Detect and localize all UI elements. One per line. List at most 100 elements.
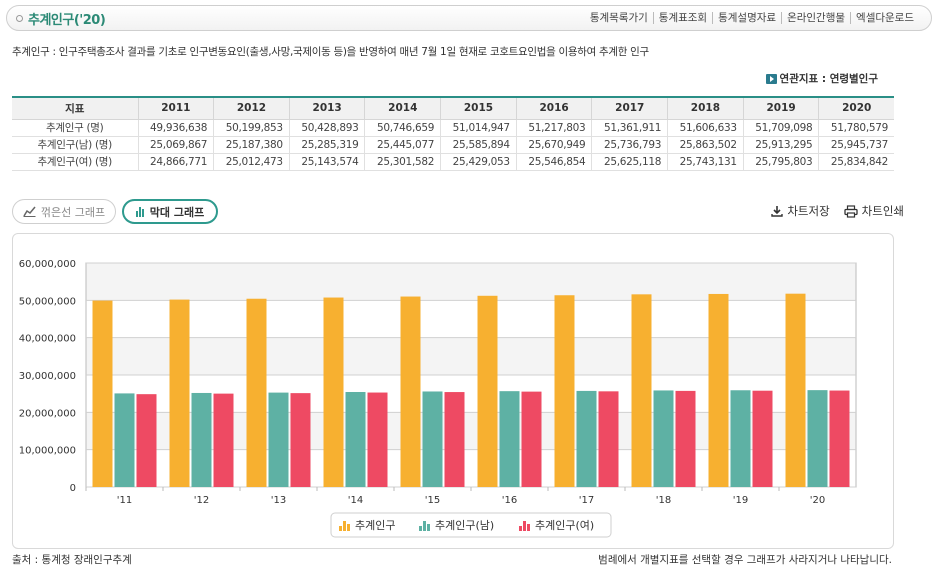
nav-online-publication[interactable]: 온라인간행물: [781, 12, 850, 24]
bar: [752, 390, 773, 487]
legend-bar-icon: [527, 524, 530, 531]
bar: [345, 392, 366, 487]
table-cell: 25,795,803: [742, 152, 820, 171]
table-row: 추계인구(남) (명) 25,069,867 25,187,380 25,285…: [12, 135, 894, 154]
bar-chart-icon: [135, 206, 145, 217]
col-header-year: 2012: [213, 97, 290, 120]
legend-label: 추계인구(여): [535, 519, 594, 532]
col-header-year: 2016: [515, 97, 593, 120]
x-tick-label: '17: [579, 495, 594, 506]
col-header-year: 2020: [818, 97, 894, 120]
play-icon: [765, 73, 777, 84]
bar: [829, 390, 850, 487]
data-table: 지표 2011 2012 2013 2014 2015 2016 2017 20…: [12, 96, 894, 171]
table-cell: 25,863,502: [667, 135, 744, 154]
legend-label: 추계인구(남): [435, 519, 494, 532]
bar: [444, 392, 465, 487]
nav-table-view[interactable]: 통계표조회: [652, 12, 712, 24]
related-indicator-label: 연관지표 : 연령별인구: [779, 73, 878, 85]
legend-box: [330, 512, 612, 538]
table-cell: 51,361,911: [591, 118, 669, 137]
bar: [213, 393, 234, 487]
bar-graph-toggle[interactable]: 막대 그래프: [122, 199, 218, 224]
nav-stat-list[interactable]: 통계목록가기: [589, 12, 648, 24]
bar: [323, 297, 344, 487]
chart-print-button[interactable]: 차트인쇄: [844, 203, 904, 219]
bar: [290, 393, 311, 487]
table-cell: 51,606,633: [667, 118, 744, 137]
bar: [367, 392, 388, 487]
legend-hint-note: 범례에서 개별지표를 선택할 경우 그래프가 사라지거나 나타납니다.: [598, 554, 892, 566]
bar-graph-label: 막대 그래프: [149, 205, 205, 219]
table-cell: 50,428,893: [288, 118, 366, 137]
chart-container: 0 10,000,000 20,000,000 30,000,000 40,000,00…: [12, 233, 894, 549]
col-header-year: 2017: [591, 97, 669, 120]
download-icon: [771, 206, 784, 217]
table-row: 추계인구(여) (명) 24,866,771 25,012,473 25,143…: [12, 152, 894, 171]
top-nav: 통계목록가기 통계표조회 통계설명자료 온라인간행물 엑셀다운로드: [585, 12, 919, 24]
x-tick-label: '14: [348, 495, 363, 506]
related-indicator-link[interactable]: 연관지표 : 연령별인구: [765, 71, 878, 86]
legend-bar-icon: [523, 521, 526, 531]
bar: [785, 293, 806, 487]
bar: [477, 295, 498, 487]
col-header-year: 2011: [137, 97, 215, 120]
y-tick-label: 30,000,000: [19, 371, 76, 382]
col-header-year: 2019: [742, 97, 820, 120]
table-cell: 25,585,894: [440, 135, 517, 154]
legend-bar-icon: [339, 526, 342, 531]
x-tick-label: '18: [656, 495, 671, 506]
table-cell: 25,736,793: [591, 135, 669, 154]
col-header-year: 2018: [667, 97, 744, 120]
table-cell: 25,625,118: [591, 152, 669, 171]
nav-excel-download[interactable]: 엑셀다운로드: [850, 12, 919, 24]
bar: [521, 391, 542, 487]
table-cell: 25,143,574: [288, 152, 366, 171]
legend-label: 추계인구: [355, 519, 395, 532]
source-note: 출처 : 통계청 장래인구추계: [12, 554, 132, 566]
table-cell: 50,746,659: [364, 118, 442, 137]
table-cell: 25,069,867: [137, 135, 215, 154]
line-graph-toggle[interactable]: 꺾은선 그래프: [12, 199, 116, 224]
col-header-year: 2014: [364, 97, 442, 120]
nav-stat-description[interactable]: 통계설명자료: [712, 12, 781, 24]
chart-actions: 차트저장 차트인쇄: [757, 203, 904, 219]
table-cell: 25,670,949: [515, 135, 593, 154]
title-bar: 추계인구('20) 통계목록가기 통계표조회 통계설명자료 온라인간행물 엑셀다…: [6, 5, 932, 31]
indicator-description: 추계인구 : 인구주택총조사 결과를 기초로 인구변동요인(출생,사망,국제이동…: [12, 46, 649, 58]
table-cell: 25,546,854: [515, 152, 593, 171]
table-cell: 25,301,582: [364, 152, 442, 171]
legend-item[interactable]: 추계인구(남): [419, 519, 494, 532]
row-label: 추계인구 (명): [12, 118, 139, 137]
chart-save-label: 차트저장: [787, 204, 830, 218]
col-header-indicator: 지표: [12, 97, 139, 120]
bar: [653, 390, 674, 487]
table-cell: 49,936,638: [137, 118, 215, 137]
table-cell: 25,429,053: [440, 152, 517, 171]
x-tick-label: '20: [810, 495, 825, 506]
table-cell: 25,834,842: [818, 152, 894, 171]
bar: [246, 298, 267, 487]
bullet-icon: [16, 14, 23, 22]
legend-bar-icon: [423, 521, 426, 531]
legend-item[interactable]: 추계인구(여): [519, 519, 594, 532]
bar: [268, 392, 289, 487]
table-cell: 51,709,098: [742, 118, 820, 137]
legend-bar-icon: [519, 526, 522, 531]
table-cell: 25,913,295: [742, 135, 820, 154]
bar: [708, 293, 729, 487]
row-label: 추계인구(여) (명): [12, 152, 139, 171]
x-tick-label: '11: [117, 495, 132, 506]
bar: [631, 294, 652, 487]
table-cell: 50,199,853: [213, 118, 290, 137]
table-cell: 25,743,131: [667, 152, 744, 171]
chart-save-button[interactable]: 차트저장: [771, 203, 830, 219]
plot-band: [86, 337, 856, 375]
table-cell: 24,866,771: [137, 152, 215, 171]
table-cell: 25,285,319: [288, 135, 366, 154]
legend-item[interactable]: 추계인구: [339, 519, 395, 532]
table-cell: 25,187,380: [213, 135, 290, 154]
y-tick-label: 40,000,000: [19, 334, 76, 345]
bar: [730, 390, 751, 487]
legend-bar-icon: [427, 524, 430, 531]
